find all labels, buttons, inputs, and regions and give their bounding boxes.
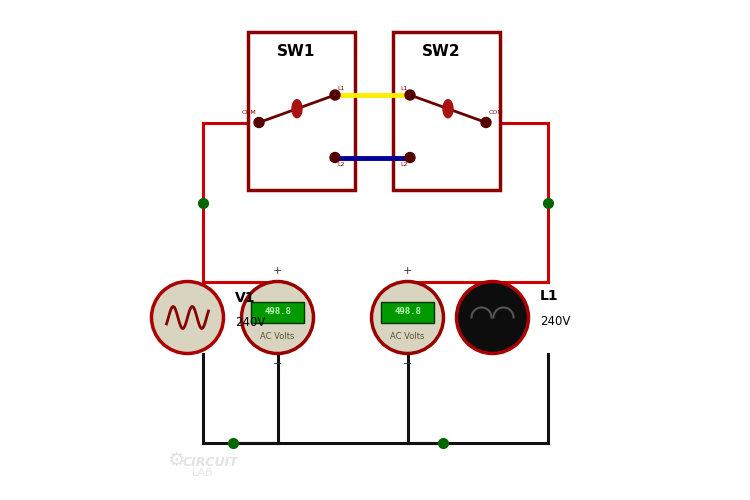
Bar [248, 32, 355, 190]
Text: L1: L1 [400, 86, 407, 91]
Text: +: + [273, 266, 282, 276]
Text: L1: L1 [540, 290, 559, 304]
Circle shape [405, 90, 415, 100]
Bar [251, 302, 304, 322]
Text: −: − [403, 360, 412, 370]
Text: V1: V1 [235, 292, 256, 306]
Bar [392, 32, 500, 190]
Text: 240V: 240V [540, 315, 570, 328]
Ellipse shape [292, 100, 302, 117]
Circle shape [152, 282, 224, 354]
Circle shape [457, 282, 529, 354]
Text: AC Volts: AC Volts [260, 332, 295, 341]
Text: ⚙: ⚙ [167, 451, 185, 470]
Text: +: + [403, 266, 412, 276]
Text: L1: L1 [338, 86, 345, 91]
Ellipse shape [443, 100, 453, 117]
Text: 498.8: 498.8 [394, 306, 421, 316]
Text: CIRCUIT: CIRCUIT [182, 456, 238, 469]
Circle shape [405, 152, 415, 162]
Text: AC Volts: AC Volts [390, 332, 424, 341]
Text: COM: COM [242, 110, 256, 116]
Text: L2: L2 [400, 162, 407, 168]
Text: COM: COM [488, 110, 503, 116]
Text: 498.8: 498.8 [264, 306, 291, 316]
Circle shape [330, 152, 340, 162]
Text: −: − [273, 360, 282, 370]
Text: LAB: LAB [191, 468, 213, 478]
Circle shape [242, 282, 314, 354]
Text: SW1: SW1 [277, 44, 315, 59]
Circle shape [254, 118, 264, 128]
Text: L2: L2 [338, 162, 345, 168]
Circle shape [330, 90, 340, 100]
Circle shape [481, 118, 491, 128]
Text: SW2: SW2 [422, 44, 460, 59]
Bar [381, 302, 434, 322]
Text: 240V: 240V [235, 316, 266, 329]
Circle shape [371, 282, 443, 354]
